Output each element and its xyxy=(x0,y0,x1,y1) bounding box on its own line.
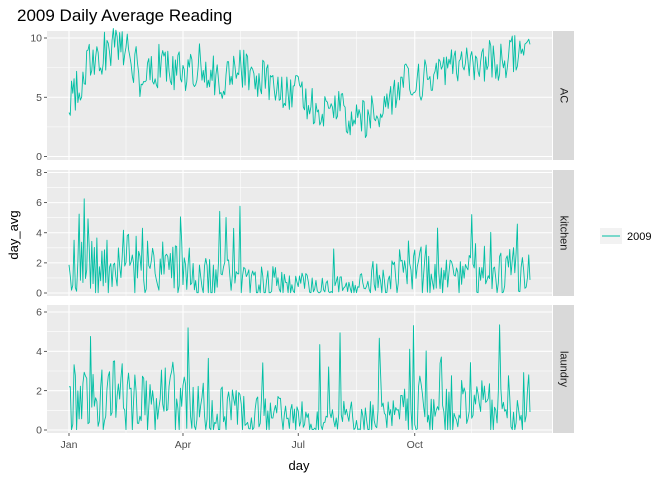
panels-layer: 0 5 10 AC 0 2 4 6 8 kitchen 0 2 4 6 laundry Jan Apr Jul Oc… xyxy=(30,28,574,451)
y-tick-label: 2 xyxy=(36,385,42,397)
series-line-ac xyxy=(68,28,531,138)
y-tick-label: 6 xyxy=(36,197,42,209)
x-axis-title: day xyxy=(289,458,310,473)
legend-label: 2009 xyxy=(627,231,651,243)
panel-background xyxy=(47,31,552,160)
facet-panel-kitchen: 0 2 4 6 8 kitchen xyxy=(36,167,574,300)
y-tick-label: 8 xyxy=(36,167,42,179)
facet-strip-label: laundry xyxy=(558,351,570,388)
y-tick-label: 4 xyxy=(36,346,42,358)
y-tick-label: 6 xyxy=(36,307,42,319)
series-line-kitchen xyxy=(68,198,531,294)
facet-strip xyxy=(553,305,574,433)
y-tick-label: 0 xyxy=(36,425,42,437)
y-axis-title: day_avg xyxy=(6,210,21,259)
facet-strip-label: AC xyxy=(558,88,570,103)
y-tick-label: 4 xyxy=(36,227,42,239)
series-line-laundry xyxy=(68,324,531,431)
facet-panel-ac: 0 5 10 AC xyxy=(30,28,574,163)
y-tick-label: 5 xyxy=(36,92,42,104)
x-tick-label: Oct xyxy=(407,439,423,451)
chart-title: 2009 Daily Average Reading xyxy=(17,6,233,25)
facet-strip-label: kitchen xyxy=(558,216,570,251)
x-tick-label: Apr xyxy=(175,439,192,451)
facet-panel-laundry: 0 2 4 6 laundry xyxy=(36,305,574,437)
facet-strip xyxy=(553,170,574,296)
panel-background xyxy=(47,305,552,433)
y-tick-label: 0 xyxy=(36,151,42,163)
x-tick-label: Jan xyxy=(61,439,78,451)
y-tick-label: 2 xyxy=(36,257,42,269)
y-tick-label: 0 xyxy=(36,288,42,300)
facet-strip xyxy=(553,31,574,160)
x-tick-label: Jul xyxy=(292,439,305,451)
legend: 2009 xyxy=(600,228,651,244)
y-tick-label: 10 xyxy=(30,33,42,45)
